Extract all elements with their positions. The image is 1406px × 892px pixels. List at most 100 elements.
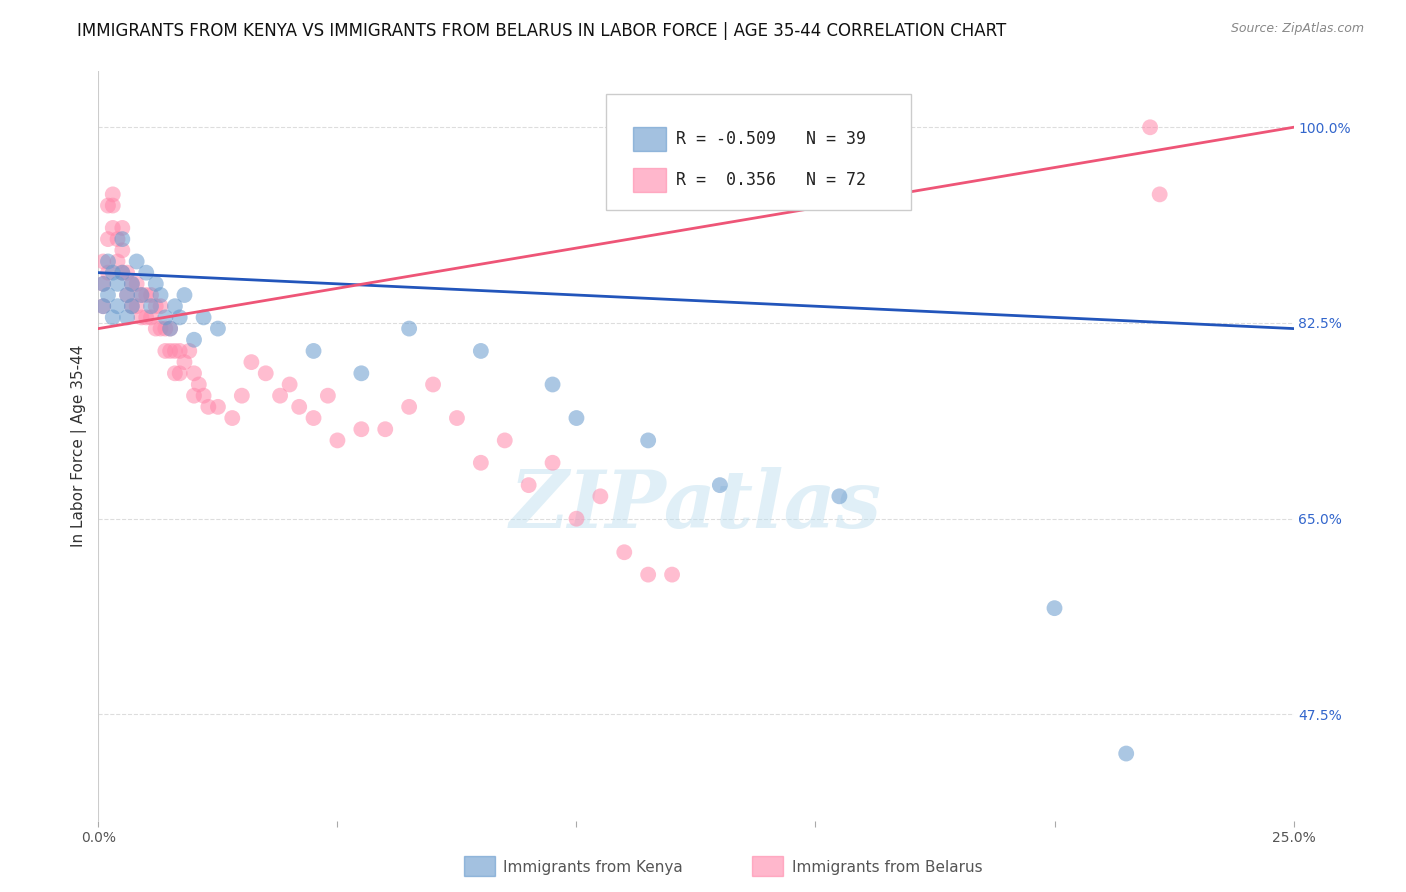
Point (374, 422, 396, 436)
Point (139, 299, 162, 313)
Point (107, 277, 129, 291)
Point (169, 343, 191, 358)
Text: R =  0.356   N = 72: R = 0.356 N = 72 (676, 171, 866, 189)
Point (107, 299, 129, 313)
Point (91, 277, 114, 291)
Point (107, 232, 129, 246)
Bar (633, 127, 666, 151)
Point (149, 321, 172, 335)
Text: R = -0.509   N = 39: R = -0.509 N = 39 (676, 130, 866, 148)
Point (135, 288, 157, 302)
Point (193, 310, 215, 325)
Point (155, 321, 177, 335)
Point (183, 389, 205, 403)
Point (155, 310, 177, 325)
Point (183, 333, 205, 347)
Point (145, 299, 167, 313)
Point (135, 266, 157, 280)
Y-axis label: In Labor Force | Age 35-44: In Labor Force | Age 35-44 (72, 345, 87, 547)
Point (97, 266, 120, 280)
Text: ZIPatlas: ZIPatlas (510, 467, 882, 545)
Point (173, 288, 195, 302)
Point (183, 367, 205, 381)
FancyBboxPatch shape (606, 94, 911, 210)
Point (302, 411, 325, 425)
Point (145, 321, 167, 335)
Point (131, 288, 153, 302)
Point (125, 299, 148, 313)
Point (131, 310, 153, 325)
Point (221, 411, 243, 425)
Point (207, 321, 229, 335)
Text: Immigrants from Kenya: Immigrants from Kenya (503, 860, 683, 874)
Point (155, 343, 177, 358)
Point (111, 266, 134, 280)
Point (240, 355, 263, 369)
Point (350, 422, 373, 436)
Point (159, 343, 181, 358)
Point (541, 456, 564, 470)
Point (470, 343, 492, 358)
Point (179, 343, 201, 358)
Point (197, 400, 219, 414)
Point (193, 389, 215, 403)
Point (121, 299, 143, 313)
Text: Source: ZipAtlas.com: Source: ZipAtlas.com (1230, 22, 1364, 36)
Point (101, 266, 124, 280)
Point (163, 367, 186, 381)
Point (422, 377, 444, 392)
Point (135, 310, 157, 325)
Point (169, 310, 191, 325)
Point (269, 389, 291, 403)
Point (278, 377, 301, 392)
Point (470, 456, 492, 470)
Point (101, 310, 124, 325)
Point (1043, 601, 1066, 615)
Point (187, 377, 209, 392)
Point (125, 277, 148, 291)
Point (111, 266, 134, 280)
Point (131, 288, 153, 302)
Point (1139, 120, 1161, 135)
Point (517, 478, 540, 492)
Point (97, 232, 120, 246)
Point (115, 310, 138, 325)
Point (163, 299, 186, 313)
Point (101, 198, 124, 212)
Text: Immigrants from Belarus: Immigrants from Belarus (792, 860, 983, 874)
Point (589, 489, 612, 503)
Point (231, 389, 253, 403)
Point (254, 367, 277, 381)
Point (159, 321, 181, 335)
Point (149, 299, 172, 313)
Point (709, 478, 731, 492)
Point (828, 489, 851, 503)
Point (565, 411, 588, 425)
Point (121, 277, 143, 291)
Point (1149, 187, 1171, 202)
Point (288, 400, 311, 414)
Point (115, 288, 138, 302)
Point (159, 321, 181, 335)
Point (111, 232, 134, 246)
Point (125, 254, 148, 268)
Point (149, 288, 172, 302)
Point (173, 355, 195, 369)
Point (107, 254, 129, 268)
Point (101, 221, 124, 235)
Point (97, 198, 120, 212)
Point (350, 367, 373, 381)
Point (121, 299, 143, 313)
Point (145, 277, 167, 291)
Point (207, 400, 229, 414)
Point (91, 299, 114, 313)
Point (661, 567, 683, 582)
Point (302, 343, 325, 358)
Point (541, 377, 564, 392)
Point (637, 567, 659, 582)
Point (494, 434, 516, 448)
Point (163, 343, 186, 358)
Point (111, 221, 134, 235)
Point (115, 288, 138, 302)
Point (97, 288, 120, 302)
